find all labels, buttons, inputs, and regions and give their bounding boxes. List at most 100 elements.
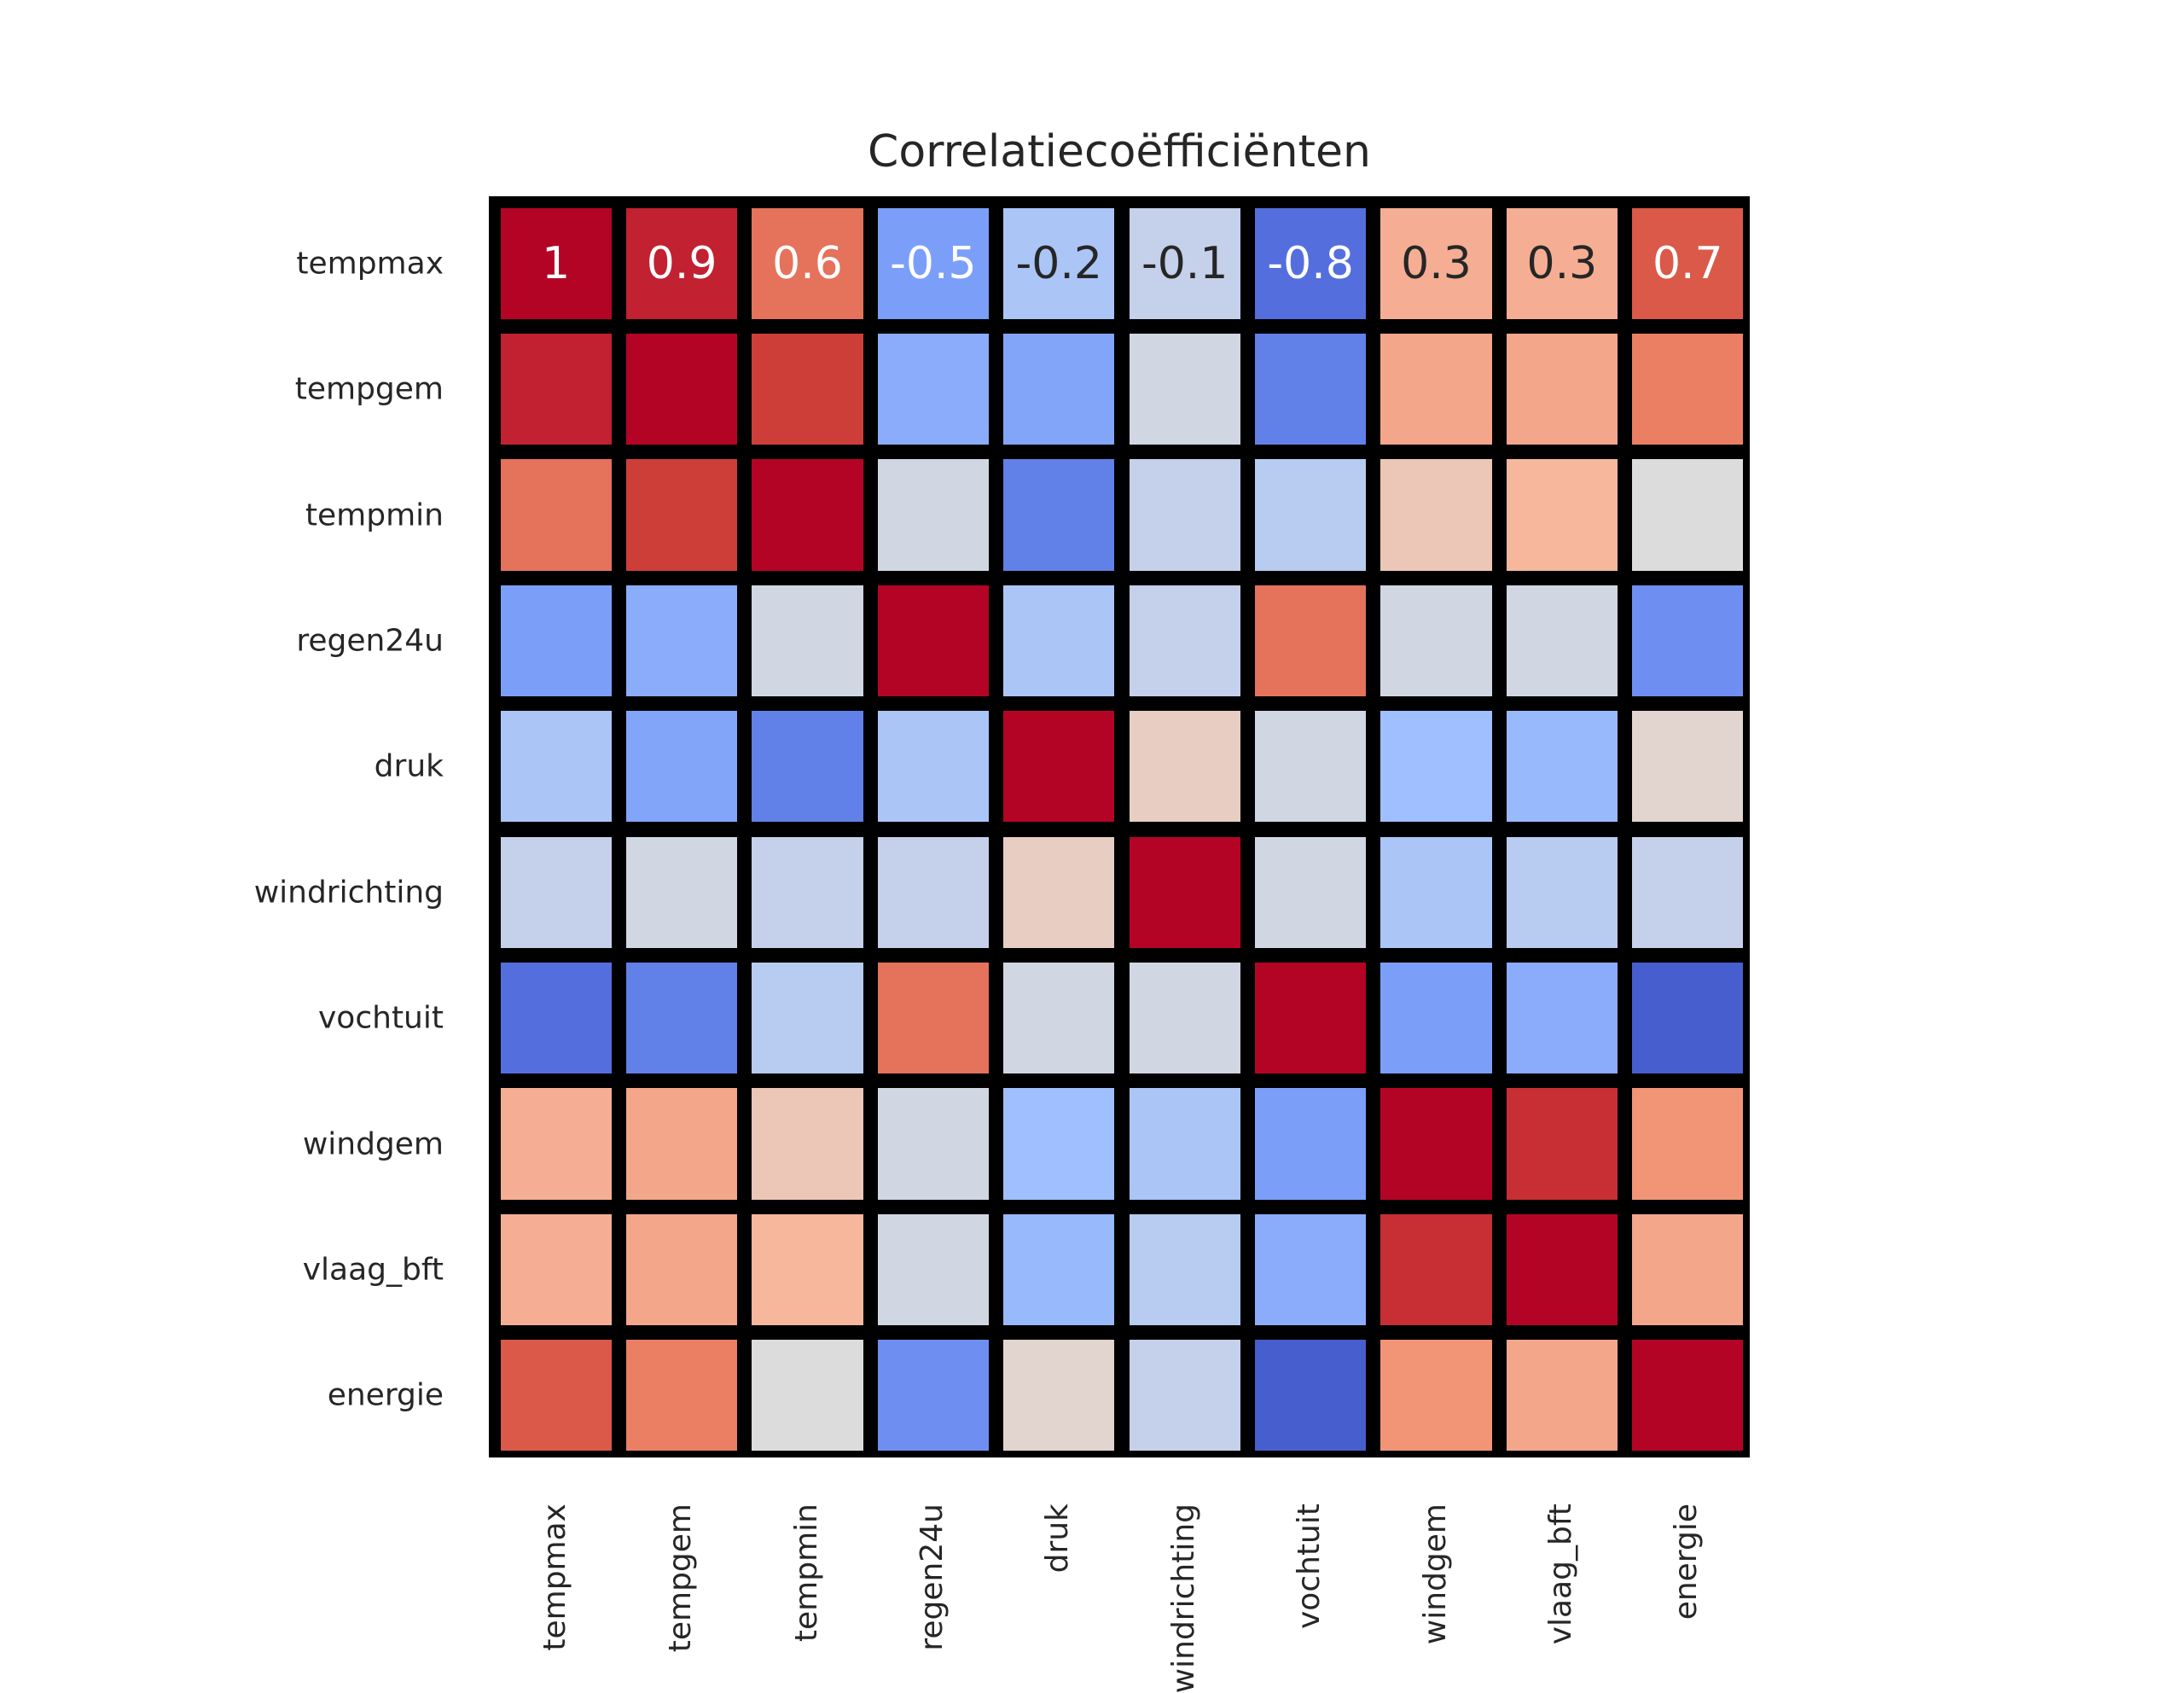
heatmap-cell bbox=[1506, 711, 1618, 823]
y-tick-label: tempmax bbox=[296, 246, 444, 282]
heatmap-cell bbox=[877, 585, 990, 697]
heatmap-cell bbox=[625, 1088, 738, 1200]
x-tick-label: windrichting bbox=[1165, 1504, 1201, 1693]
heatmap-cell bbox=[1254, 1213, 1367, 1326]
y-tick-label: tempmin bbox=[305, 497, 444, 532]
heatmap-cell: 1 bbox=[500, 207, 612, 319]
heatmap-cell bbox=[1380, 836, 1492, 948]
heatmap-cell: 0.7 bbox=[1632, 207, 1744, 319]
heatmap-cell bbox=[752, 333, 863, 445]
heatmap-cell bbox=[1632, 459, 1744, 571]
heatmap-cell: 0.3 bbox=[1506, 207, 1618, 319]
cell-annotation: -0.1 bbox=[1141, 237, 1228, 289]
cell-annotation: -0.8 bbox=[1267, 237, 1354, 289]
heatmap-cell bbox=[1254, 1340, 1367, 1452]
heatmap-cell: 0.3 bbox=[1380, 207, 1492, 319]
heatmap-cell bbox=[500, 836, 612, 948]
heatmap-cell bbox=[1254, 1088, 1367, 1200]
heatmap-cell bbox=[1380, 459, 1492, 571]
heatmap-cell bbox=[1632, 333, 1744, 445]
heatmap-cell bbox=[877, 1213, 990, 1326]
heatmap-cell bbox=[1003, 459, 1115, 571]
heatmap-cell bbox=[1254, 459, 1367, 571]
heatmap-cell bbox=[1380, 333, 1492, 445]
heatmap-cell bbox=[1003, 836, 1115, 948]
heatmap-cell bbox=[1129, 836, 1240, 948]
y-tick-label: regen24u bbox=[296, 623, 444, 659]
y-tick-label: vlaag_bft bbox=[302, 1252, 444, 1288]
cell-annotation: 0.3 bbox=[1401, 237, 1472, 289]
heatmap-cell bbox=[1003, 962, 1115, 1074]
heatmap-cell: -0.5 bbox=[877, 207, 990, 319]
heatmap-cell bbox=[500, 962, 612, 1074]
cell-annotation: 0.9 bbox=[646, 237, 717, 289]
y-tick-label: energie bbox=[327, 1377, 444, 1413]
heatmap-cell bbox=[1129, 333, 1240, 445]
heatmap-cell: -0.2 bbox=[1003, 207, 1115, 319]
x-tick-label: druk bbox=[1040, 1504, 1076, 1574]
heatmap-cell bbox=[1003, 585, 1115, 697]
heatmap-cell bbox=[1632, 1213, 1744, 1326]
heatmap-cell bbox=[1254, 585, 1367, 697]
heatmap-cell bbox=[625, 585, 738, 697]
heatmap-cell bbox=[1380, 1088, 1492, 1200]
heatmap-cell bbox=[1003, 1088, 1115, 1200]
heatmap-cell bbox=[1003, 333, 1115, 445]
heatmap-cell bbox=[877, 1088, 990, 1200]
heatmap-cell bbox=[752, 962, 863, 1074]
heatmap-cell bbox=[1632, 836, 1744, 948]
heatmap-cell bbox=[1003, 1213, 1115, 1326]
heatmap-cell bbox=[1506, 1340, 1618, 1452]
heatmap-cell bbox=[752, 836, 863, 948]
heatmap-cell bbox=[1506, 459, 1618, 571]
heatmap-cell bbox=[1380, 962, 1492, 1074]
cell-annotation: 0.6 bbox=[772, 237, 843, 289]
heatmap-cell bbox=[877, 1340, 990, 1452]
heatmap-cell bbox=[500, 333, 612, 445]
heatmap-cell bbox=[752, 1213, 863, 1326]
heatmap-cell bbox=[877, 711, 990, 823]
chart-title: Correlatiecoëfficiënten bbox=[868, 126, 1371, 177]
heatmap-cell bbox=[1129, 1088, 1240, 1200]
heatmap-cell bbox=[625, 711, 738, 823]
heatmap-cell bbox=[1129, 585, 1240, 697]
heatmap-grid: 1 0.9 0.6 -0.5 -0.2 -0.1 -0.8 0.3 0.3 0.7 bbox=[489, 196, 1750, 1457]
heatmap-cell bbox=[752, 711, 863, 823]
heatmap-cell bbox=[1254, 962, 1367, 1074]
y-tick-label: windrichting bbox=[253, 875, 444, 910]
heatmap-cell bbox=[877, 962, 990, 1074]
heatmap-cell bbox=[1003, 1340, 1115, 1452]
heatmap-cell bbox=[1380, 1213, 1492, 1326]
heatmap-cell: 0.9 bbox=[625, 207, 738, 319]
heatmap-cell bbox=[1254, 333, 1367, 445]
x-tick-label: tempgem bbox=[663, 1504, 699, 1653]
heatmap-cell: 0.6 bbox=[752, 207, 863, 319]
heatmap-cell bbox=[1506, 1088, 1618, 1200]
heatmap-cell bbox=[1380, 585, 1492, 697]
cell-annotation: 0.7 bbox=[1652, 237, 1723, 289]
heatmap-cell bbox=[500, 459, 612, 571]
heatmap-cell: -0.8 bbox=[1254, 207, 1367, 319]
heatmap-cell bbox=[1632, 711, 1744, 823]
heatmap-cell bbox=[1129, 1340, 1240, 1452]
heatmap-cell bbox=[1632, 1340, 1744, 1452]
heatmap-cell bbox=[1506, 836, 1618, 948]
heatmap-cell bbox=[500, 585, 612, 697]
heatmap-cell bbox=[625, 962, 738, 1074]
heatmap-cell bbox=[1506, 962, 1618, 1074]
heatmap-cell bbox=[1506, 585, 1618, 697]
heatmap-cell bbox=[625, 836, 738, 948]
cell-annotation: -0.5 bbox=[890, 237, 977, 289]
heatmap-cell bbox=[1506, 333, 1618, 445]
heatmap-cell bbox=[1129, 1213, 1240, 1326]
x-tick-label: tempmin bbox=[788, 1504, 824, 1643]
heatmap-cell bbox=[1254, 711, 1367, 823]
heatmap-cell bbox=[500, 711, 612, 823]
x-tick-label: regen24u bbox=[914, 1504, 950, 1651]
cell-annotation: 1 bbox=[542, 237, 571, 289]
heatmap-cell bbox=[625, 333, 738, 445]
heatmap-cell bbox=[500, 1213, 612, 1326]
heatmap-cell bbox=[752, 1340, 863, 1452]
heatmap-cell bbox=[752, 585, 863, 697]
heatmap-cell bbox=[877, 459, 990, 571]
